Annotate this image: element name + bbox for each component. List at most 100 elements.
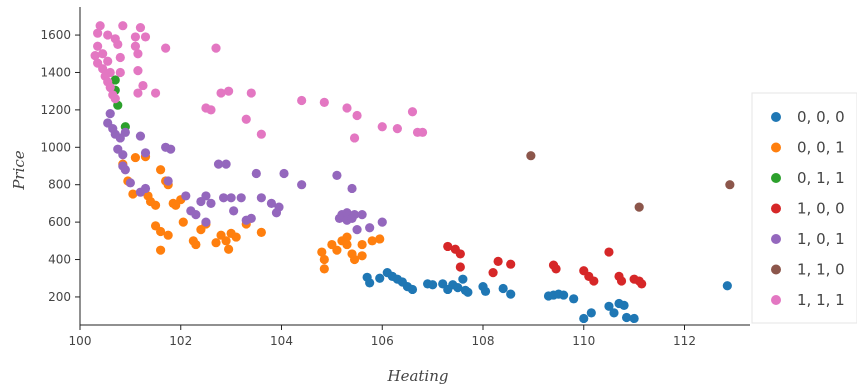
data-point [357, 210, 367, 220]
data-point [133, 88, 143, 98]
legend-marker [771, 112, 781, 122]
data-point [455, 262, 465, 272]
data-point [357, 251, 367, 261]
data-point [319, 254, 329, 265]
data-point [407, 284, 418, 295]
data-point [150, 221, 161, 231]
data-point [506, 289, 516, 299]
data-point [125, 178, 135, 188]
data-point [206, 105, 216, 115]
data-point [213, 159, 224, 169]
data-point [297, 95, 307, 106]
data-point [493, 256, 503, 266]
data-point [191, 210, 201, 220]
data-point [569, 294, 579, 304]
data-point [105, 82, 115, 93]
y-ticks: 200 400 600 800 1000 1200 1400 1600 [40, 28, 80, 304]
y-tick-label: 1200 [40, 103, 71, 117]
data-point [130, 41, 141, 51]
data-point [506, 259, 516, 269]
y-tick-label: 1000 [40, 140, 71, 154]
data-point [297, 180, 307, 190]
data-point [135, 22, 146, 33]
data-point [589, 276, 599, 286]
legend-label: 0, 1, 1 [797, 169, 845, 187]
data-point [392, 123, 402, 134]
data-point [256, 193, 266, 203]
data-point [191, 239, 201, 250]
data-point [229, 206, 239, 216]
data-point [120, 165, 130, 175]
data-point [347, 183, 357, 194]
data-point [342, 239, 352, 250]
data-point [480, 286, 491, 296]
data-point [115, 52, 125, 63]
data-point [103, 30, 113, 40]
legend-label: 1, 1, 1 [797, 291, 845, 309]
data-point [218, 193, 229, 203]
data-point [231, 232, 241, 242]
data-point [221, 236, 231, 246]
data-point [93, 28, 103, 38]
data-point [133, 66, 143, 76]
data-point [236, 193, 246, 203]
data-point [271, 208, 282, 218]
data-point [417, 127, 428, 137]
data-point [357, 239, 367, 250]
data-point [604, 247, 614, 257]
data-point [629, 313, 639, 324]
data-point [559, 290, 569, 300]
legend-box [751, 92, 857, 324]
data-point [103, 56, 113, 66]
data-point [256, 129, 266, 139]
data-point [110, 94, 120, 104]
data-point [488, 268, 498, 278]
data-point [458, 274, 468, 284]
data-point [135, 131, 146, 141]
data-point [156, 165, 166, 175]
data-point [201, 191, 211, 201]
data-point [616, 276, 627, 286]
data-point [319, 97, 329, 107]
data-point [90, 51, 100, 61]
data-point [156, 245, 166, 255]
legend-marker [771, 264, 781, 275]
data-point [407, 107, 418, 117]
data-point [332, 245, 342, 255]
data-point [166, 144, 176, 154]
data-point [352, 225, 362, 235]
legend-label: 1, 1, 0 [797, 261, 845, 279]
data-point [115, 67, 125, 78]
data-point [375, 234, 385, 244]
data-point [224, 86, 234, 96]
y-tick-label: 800 [48, 178, 71, 192]
data-point [428, 280, 438, 290]
data-point [526, 151, 536, 161]
data-point [178, 217, 188, 227]
data-point [140, 148, 151, 158]
data-point [133, 49, 143, 59]
x-tick-label: 102 [169, 334, 192, 348]
legend-label: 1, 0, 1 [797, 230, 845, 248]
data-points [90, 21, 735, 324]
data-point [93, 41, 103, 51]
data-point [163, 230, 173, 240]
data-point [221, 159, 231, 169]
data-point [120, 127, 130, 137]
y-tick-label: 1600 [40, 28, 71, 42]
data-point [365, 278, 375, 288]
legend-label: 1, 0, 0 [797, 200, 845, 218]
data-point [621, 312, 632, 323]
plot-background [80, 7, 750, 325]
x-tick-label: 110 [572, 334, 595, 348]
data-point [246, 213, 256, 223]
data-point [377, 217, 387, 227]
legend-marker [771, 234, 781, 244]
data-point [498, 283, 508, 294]
legend-label: 0, 0, 1 [797, 139, 845, 157]
legend-marker [771, 295, 781, 305]
data-point [349, 254, 360, 265]
data-point [211, 238, 221, 248]
data-point [551, 264, 561, 274]
